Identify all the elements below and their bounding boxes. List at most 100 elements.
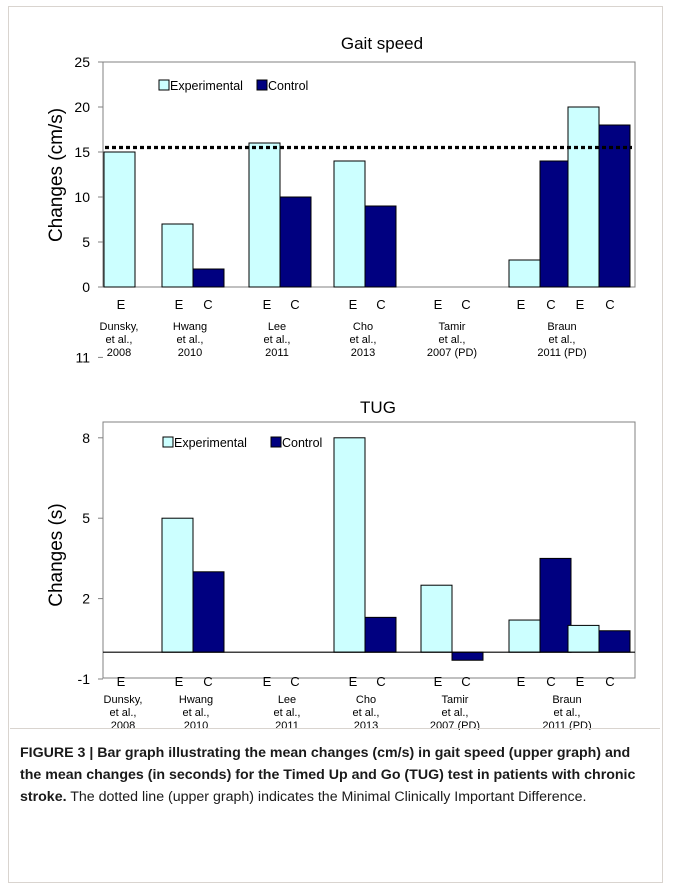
legend-swatch-experimental <box>158 79 170 91</box>
bar-ec-label: E <box>175 297 184 312</box>
caption-normal: The dotted line (upper graph) indicates … <box>70 789 587 805</box>
y-tick-label: 0 <box>82 279 90 295</box>
bar-control <box>192 571 225 653</box>
bar-control <box>598 124 631 288</box>
bar-ec-label: E <box>117 297 126 312</box>
gait-title: Gait speed <box>341 34 423 53</box>
y-tick-label: 8 <box>82 430 90 446</box>
group-label: 2010 <box>184 720 208 730</box>
bar-experimental <box>103 151 136 288</box>
tug-title: TUG <box>360 398 396 417</box>
y-tick-label: 11 <box>75 349 90 365</box>
bar-experimental <box>508 619 541 653</box>
group-label: 2013 <box>354 720 378 730</box>
figure-svg: Gait speed Changes (cm/s) 25 20 15 10 5 0 Exp… <box>46 34 636 730</box>
group-label: Tamir <box>439 321 466 333</box>
group-label: 2008 <box>111 720 135 730</box>
bar-ec-label: C <box>461 674 470 689</box>
tug-chart: TUG Changes (s) 11 8 5 2 -1 Experimental Cont… <box>46 349 636 730</box>
bar-ec-label: C <box>203 674 212 689</box>
bar-ec-label: E <box>175 674 184 689</box>
legend-label-experimental: Experimental <box>170 79 243 93</box>
group-label: Cho <box>356 694 376 706</box>
gait-ylabel: Changes (cm/s) <box>46 108 67 242</box>
bar-ec-label: C <box>605 674 614 689</box>
group-label: et al., <box>353 707 380 719</box>
bar-control <box>279 196 312 288</box>
tug-y-ticks: 11 8 5 2 -1 <box>75 349 103 687</box>
group-label: et al., <box>274 707 301 719</box>
gait-bars <box>103 106 631 288</box>
group-label: 2010 <box>178 347 202 359</box>
group-label: et al., <box>177 334 204 346</box>
bar-ec-label: E <box>263 674 272 689</box>
bar-ec-label: E <box>117 674 126 689</box>
bar-experimental <box>333 160 366 288</box>
bar-ec-label: E <box>434 297 443 312</box>
bar-experimental <box>420 584 453 653</box>
bar-control <box>598 630 631 653</box>
tug-legend: Experimental Control <box>162 436 322 450</box>
group-label: Braun <box>547 321 576 333</box>
group-label: Hwang <box>179 694 213 706</box>
group-label: 2011 (PD) <box>542 720 591 730</box>
group-label: Braun <box>552 694 581 706</box>
y-tick-label: 25 <box>74 54 90 70</box>
group-label: et al., <box>106 334 133 346</box>
legend-label-control: Control <box>268 79 308 93</box>
bar-ec-label: E <box>576 297 585 312</box>
group-label: Cho <box>353 321 373 333</box>
group-label: Lee <box>278 694 296 706</box>
y-tick-label: 15 <box>74 144 90 160</box>
gait-legend: Experimental Control <box>158 79 308 93</box>
caption-divider <box>10 728 660 729</box>
bar-ec-label: C <box>546 297 555 312</box>
group-label: 2011 <box>265 347 289 359</box>
group-label: et al., <box>110 707 137 719</box>
y-tick-label: 5 <box>82 510 90 526</box>
bar-ec-label: E <box>263 297 272 312</box>
bar-ec-label: C <box>376 674 385 689</box>
bar-control <box>539 557 572 653</box>
y-tick-label: 20 <box>74 99 90 115</box>
group-label: 2011 <box>275 720 299 730</box>
y-tick-label: -1 <box>78 671 91 687</box>
y-tick-label: 2 <box>82 591 90 607</box>
caption-bold: FIGURE 3 | Bar graph illustrating the me… <box>20 745 636 805</box>
group-label: et al., <box>554 707 581 719</box>
bar-control <box>539 160 572 288</box>
bar-ec-label: C <box>290 297 299 312</box>
bar-experimental <box>161 517 194 653</box>
group-label: et al., <box>183 707 210 719</box>
group-label: et al., <box>264 334 291 346</box>
bar-experimental <box>508 259 541 288</box>
group-label: Tamir <box>442 694 469 706</box>
group-label: et al., <box>439 334 466 346</box>
group-label: 2013 <box>351 347 375 359</box>
bar-experimental <box>333 437 366 653</box>
bar-control <box>364 205 397 288</box>
group-label: et al., <box>442 707 469 719</box>
group-label: Hwang <box>173 321 207 333</box>
bar-control <box>192 268 225 288</box>
group-label: 2011 (PD) <box>537 347 586 359</box>
bar-experimental <box>567 106 600 288</box>
bar-experimental <box>248 142 281 288</box>
bar-ec-label: C <box>290 674 299 689</box>
bar-experimental <box>567 624 600 653</box>
bar-ec-label: C <box>376 297 385 312</box>
group-label: Dunsky, <box>100 321 139 333</box>
tug-ylabel: Changes (s) <box>46 503 67 607</box>
bar-experimental <box>161 223 194 288</box>
bar-ec-label: E <box>349 674 358 689</box>
group-label: 2007 (PD) <box>427 347 477 359</box>
bar-ec-label: C <box>546 674 555 689</box>
bar-ec-label: E <box>434 674 443 689</box>
group-label: Lee <box>268 321 286 333</box>
y-tick-label: 10 <box>74 189 90 205</box>
bar-control <box>451 651 484 661</box>
